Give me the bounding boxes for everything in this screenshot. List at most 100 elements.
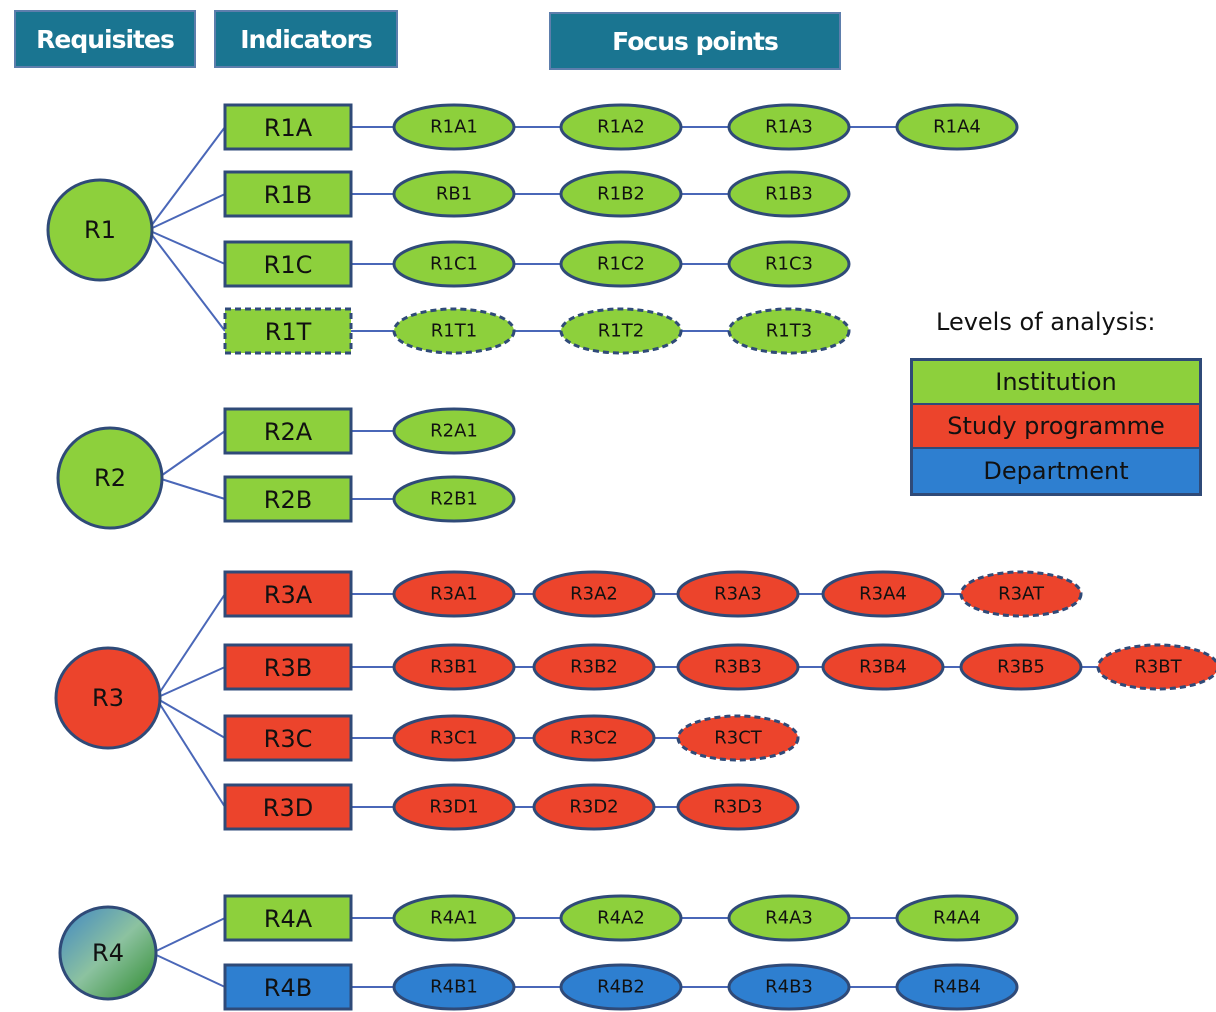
requisite-circle bbox=[58, 905, 158, 1001]
legend-title: Levels of analysis: bbox=[936, 308, 1156, 336]
focus-point-ellipse bbox=[559, 170, 683, 218]
focus-point-label: R1A1 bbox=[430, 117, 478, 138]
focus-point-ellipse bbox=[392, 103, 516, 151]
focus-point-ellipse bbox=[959, 570, 1083, 618]
focus-point-ellipse bbox=[559, 307, 683, 355]
focus-point-ellipse bbox=[392, 475, 516, 523]
focus-point-label: R1B3 bbox=[765, 184, 813, 205]
focus-point-label: R3C2 bbox=[570, 728, 618, 749]
focus-point-label: R3A2 bbox=[570, 584, 618, 605]
focus-point-ellipse bbox=[727, 963, 851, 1011]
focus-point-ellipse bbox=[821, 570, 945, 618]
indicator-box bbox=[223, 475, 353, 523]
indicator-box bbox=[223, 643, 353, 691]
focus-point-ellipse bbox=[532, 643, 656, 691]
requisite-circle bbox=[46, 178, 154, 282]
focus-point-ellipse bbox=[392, 963, 516, 1011]
focus-point-label: R1A3 bbox=[765, 117, 813, 138]
focus-point-label: R3CT bbox=[714, 728, 763, 749]
focus-point-label: R4A3 bbox=[765, 908, 813, 929]
focus-point-ellipse bbox=[392, 570, 516, 618]
requisite-label: R2 bbox=[94, 464, 126, 492]
focus-point-ellipse bbox=[727, 307, 851, 355]
focus-point-ellipse bbox=[559, 103, 683, 151]
focus-point-label: R4A4 bbox=[933, 908, 981, 929]
focus-point-ellipse bbox=[392, 240, 516, 288]
focus-point-ellipse bbox=[392, 643, 516, 691]
focus-point-ellipse bbox=[676, 783, 800, 831]
focus-point-ellipse bbox=[727, 894, 851, 942]
indicator-label: R3C bbox=[264, 725, 313, 753]
requisite-circle bbox=[56, 426, 164, 530]
indicator-label: R1C bbox=[264, 251, 313, 279]
connector-line bbox=[147, 193, 226, 231]
focus-point-label: R3A4 bbox=[859, 584, 907, 605]
focus-point-label: R4B4 bbox=[933, 977, 981, 998]
legend-institution: Institution bbox=[913, 361, 1199, 405]
indicator-box bbox=[223, 963, 353, 1011]
focus-point-ellipse bbox=[392, 170, 516, 218]
focus-point-ellipse bbox=[559, 894, 683, 942]
requisite-circle bbox=[54, 646, 162, 750]
indicator-box bbox=[223, 783, 353, 831]
focus-point-label: R3A1 bbox=[430, 584, 478, 605]
focus-point-ellipse bbox=[392, 307, 516, 355]
connector-line bbox=[151, 917, 226, 954]
indicator-box bbox=[223, 407, 353, 455]
indicator-box bbox=[223, 170, 353, 218]
focus-point-label: R1T2 bbox=[598, 321, 644, 342]
focus-point-label: R3D3 bbox=[713, 797, 762, 818]
connector-line bbox=[147, 126, 226, 231]
focus-point-ellipse bbox=[392, 783, 516, 831]
focus-point-label: R3B1 bbox=[430, 657, 478, 678]
focus-point-label: R1A2 bbox=[597, 117, 645, 138]
focus-point-label: R1C2 bbox=[597, 254, 645, 275]
indicator-box bbox=[223, 894, 353, 942]
indicator-label: R1T bbox=[265, 318, 312, 346]
connector-line bbox=[157, 430, 226, 479]
focus-point-ellipse bbox=[392, 714, 516, 762]
header-requisites: Requisites bbox=[14, 10, 196, 68]
indicator-label: R1A bbox=[264, 114, 313, 142]
focus-point-ellipse bbox=[392, 894, 516, 942]
focus-point-label: R1A4 bbox=[933, 117, 981, 138]
connector-line bbox=[155, 697, 226, 739]
focus-point-label: R4B2 bbox=[597, 977, 645, 998]
focus-point-label: R3B2 bbox=[570, 657, 618, 678]
legend-study-programme: Study programme bbox=[913, 405, 1199, 449]
connector-line bbox=[147, 229, 226, 332]
focus-point-label: R4A2 bbox=[597, 908, 645, 929]
focus-point-ellipse bbox=[392, 407, 516, 455]
focus-point-ellipse bbox=[559, 240, 683, 288]
focus-point-label: R1T3 bbox=[766, 321, 812, 342]
focus-point-label: R3AT bbox=[998, 584, 1045, 605]
focus-point-ellipse bbox=[676, 714, 800, 762]
connector-line bbox=[151, 952, 226, 988]
focus-point-label: R1B2 bbox=[597, 184, 645, 205]
focus-point-label: R3A3 bbox=[714, 584, 762, 605]
focus-point-ellipse bbox=[532, 714, 656, 762]
focus-point-label: R3D1 bbox=[429, 797, 478, 818]
indicator-label: R4B bbox=[264, 974, 312, 1002]
connector-line bbox=[157, 477, 226, 500]
indicator-label: R2A bbox=[264, 418, 313, 446]
indicator-box bbox=[223, 570, 353, 618]
focus-point-ellipse bbox=[821, 643, 945, 691]
focus-point-label: R3B5 bbox=[997, 657, 1045, 678]
focus-point-ellipse bbox=[727, 103, 851, 151]
focus-point-ellipse bbox=[959, 643, 1083, 691]
focus-point-ellipse bbox=[895, 894, 1019, 942]
indicator-label: R3B bbox=[264, 654, 312, 682]
legend-department: Department bbox=[913, 449, 1199, 493]
focus-point-label: R4B1 bbox=[430, 977, 478, 998]
focus-point-ellipse bbox=[727, 170, 851, 218]
focus-point-label: R3B3 bbox=[714, 657, 762, 678]
indicator-box bbox=[223, 103, 353, 151]
focus-point-ellipse bbox=[532, 783, 656, 831]
connector-line bbox=[155, 666, 226, 699]
connector-line bbox=[147, 229, 226, 265]
focus-point-label: R3D2 bbox=[569, 797, 618, 818]
indicator-label: R1B bbox=[264, 181, 312, 209]
connector-line bbox=[155, 593, 226, 699]
